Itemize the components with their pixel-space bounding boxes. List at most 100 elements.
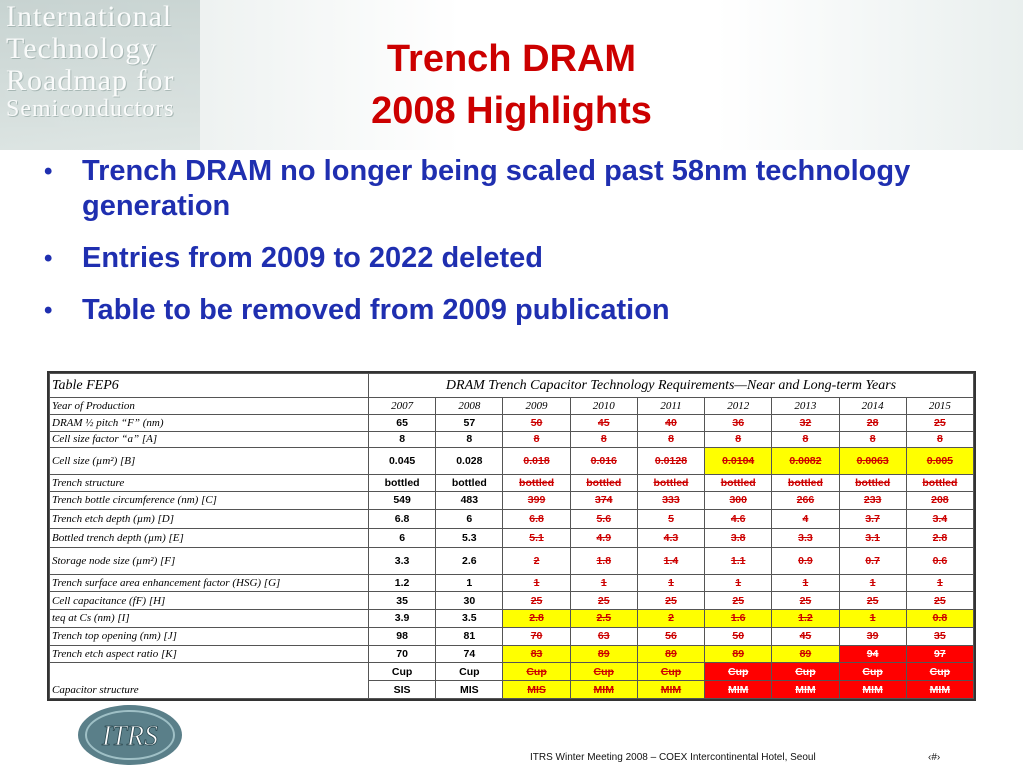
table-row: teq at Cs (nm) [I] 3.9 3.5 2.8 2.5 2 1.6 1.2 1 0.… — [49, 609, 975, 628]
table-cell: MIS — [435, 680, 504, 699]
table-cell: 1 — [771, 573, 840, 593]
table-cell: 25 — [838, 591, 907, 611]
bullet-item: • Table to be removed from 2009 publicat… — [40, 293, 1000, 328]
logo-globe — [78, 705, 182, 765]
table-cell: 1 — [435, 573, 504, 593]
row-label: Cell size factor “a” [A] — [49, 430, 369, 449]
table-cell: 89 — [569, 644, 638, 664]
table-cell: 3.8 — [704, 528, 773, 549]
table-cell: 8 — [704, 430, 773, 449]
table-cell: bottled — [704, 473, 773, 492]
table-cell: 399 — [502, 490, 571, 511]
table-cell: 6 — [367, 528, 437, 549]
table-cell: 35 — [905, 626, 975, 646]
table-cell: 266 — [771, 490, 840, 511]
bullet-text: Table to be removed from 2009 publicatio… — [82, 294, 670, 326]
table-cell: 5.6 — [569, 509, 638, 530]
table-cell: 8 — [636, 430, 706, 449]
table-cell: 1 — [569, 573, 638, 593]
table-cell: 2.5 — [569, 609, 638, 628]
year-cell: 2013 — [771, 397, 840, 416]
table-cell: Cup — [502, 662, 571, 682]
watermark-word: Technology — [6, 32, 158, 65]
table-cell: 8 — [771, 430, 840, 449]
itrs-watermark-logo: International Technology Roadmap for Sem… — [0, 0, 200, 150]
table-cell: 6.8 — [367, 509, 437, 530]
table-cell: 74 — [435, 644, 504, 664]
bullet-text: Entries from 2009 to 2022 deleted — [82, 242, 543, 274]
table-cell: Cup — [367, 662, 437, 682]
table-cell: MIM — [569, 680, 638, 699]
year-cell: 2014 — [838, 397, 907, 416]
bullet-text: Trench DRAM no longer being scaled past … — [82, 155, 911, 222]
table-cell: 89 — [636, 644, 706, 664]
table-cell: 0.045 — [367, 447, 437, 475]
table-cell: 8 — [569, 430, 638, 449]
logo-text: ITRS — [101, 721, 158, 752]
table-cell: 3.7 — [838, 509, 907, 530]
table-cell: 4.3 — [636, 528, 706, 549]
table-cell: 374 — [569, 490, 638, 511]
table-cell: 5.3 — [435, 528, 504, 549]
table-cell: 6 — [435, 509, 504, 530]
table-cell: bottled — [435, 473, 504, 492]
table-cell: bottled — [569, 473, 638, 492]
fep6-table: Table FEP6 DRAM Trench Capacitor Technol… — [47, 371, 976, 701]
table-row: SIS MIS MIS MIM MIM MIM MIM MIM MIM — [50, 680, 975, 699]
itrs-logo: ITRS — [78, 705, 182, 765]
table-row: Trench etch aspect ratio [K] 70 74 83 89 89 89… — [49, 644, 975, 664]
table-cell: Cup — [636, 662, 706, 682]
table-cell: 25 — [569, 591, 638, 611]
table-cell: 25 — [636, 591, 706, 611]
table-cell: 2 — [636, 609, 706, 628]
table-cell: 89 — [704, 644, 773, 664]
watermark-word: Semiconductors — [6, 96, 175, 122]
table-cell: 1 — [838, 609, 907, 628]
table-cell: 1.4 — [636, 547, 706, 575]
table-row: Trench surface area enhancement factor (… — [49, 573, 975, 593]
row-label: DRAM ½ pitch “F” (nm) — [49, 414, 369, 432]
table-cell: 0.016 — [569, 447, 638, 475]
table-cell: bottled — [838, 473, 907, 492]
table-cell: 3.3 — [367, 547, 437, 575]
table-cell: bottled — [905, 473, 975, 492]
table-cell: 65 — [367, 414, 437, 432]
table-cell: 81 — [435, 626, 504, 646]
table-cell: 5.1 — [502, 528, 571, 549]
year-cell: 2015 — [905, 397, 975, 416]
table-cell: 5 — [636, 509, 706, 530]
table-cell: MIM — [636, 680, 706, 699]
table-cell: 0.0104 — [704, 447, 773, 475]
table-cell: 45 — [569, 414, 638, 432]
table-cell: 0.018 — [502, 447, 571, 475]
table-cell: bottled — [502, 473, 571, 492]
table-cell: 300 — [704, 490, 773, 511]
table-cell: 1.8 — [569, 547, 638, 575]
table-title: DRAM Trench Capacitor Technology Require… — [368, 372, 974, 399]
table-cell: 1 — [502, 573, 571, 593]
table-cell: 3.4 — [905, 509, 975, 530]
table-cell: 2.6 — [435, 547, 504, 575]
table-cell: 30 — [435, 591, 504, 611]
table-header-row: Table FEP6 DRAM Trench Capacitor Technol… — [49, 372, 974, 399]
year-cell: 2011 — [636, 397, 706, 416]
table-cell: Cup — [435, 662, 504, 682]
table-cell: 39 — [838, 626, 907, 646]
bullet-item: • Entries from 2009 to 2022 deleted — [40, 241, 1000, 276]
table-cell: 0.0063 — [838, 447, 907, 475]
slide-title-line-1: Trench DRAM — [386, 38, 637, 80]
row-label: Cell size (µm²) [B] — [49, 447, 369, 475]
table-cell: 2.8 — [905, 528, 975, 549]
table-cell: 94 — [838, 644, 907, 664]
table-row: DRAM ½ pitch “F” (nm) 65 57 50 45 40 36 32 28 25 — [49, 414, 975, 432]
table-cell: 4.9 — [569, 528, 638, 549]
table-row: Storage node size (µm²) [F] 3.3 2.6 2 1.8 1.4… — [49, 547, 975, 575]
table-cell: MIS — [502, 680, 571, 699]
year-label: Year of Production — [49, 397, 369, 416]
table-cell: 40 — [636, 414, 706, 432]
table-cell: MIM — [771, 680, 840, 699]
table-cell: 4 — [771, 509, 840, 530]
table-cell: 70 — [367, 644, 437, 664]
table-cell: 6.8 — [502, 509, 571, 530]
bullet-item: • Trench DRAM no longer being scaled pas… — [40, 154, 1000, 224]
